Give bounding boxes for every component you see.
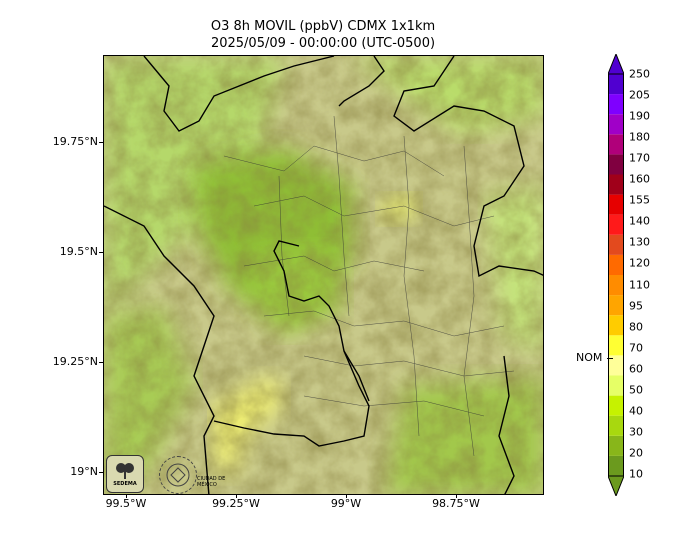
lon-tick: [126, 494, 127, 498]
lon-tick-label: 99°W: [330, 497, 362, 510]
lat-tick: [99, 252, 103, 253]
colorbar-tick-label: 160: [629, 172, 650, 186]
colorbar-segment: [608, 74, 624, 95]
map-title: O3 8h MOVIL (ppbV) CDMX 1x1km: [210, 19, 436, 34]
colorbar-tick-label: 110: [629, 278, 650, 292]
colorbar-segment: [608, 134, 624, 155]
colorbar-segment: [608, 114, 624, 135]
colorbar-tick-label: 130: [629, 235, 650, 249]
colorbar-tick-label: 30: [629, 425, 643, 439]
colorbar-segment: [608, 315, 624, 336]
lon-tick-label: 98.75°W: [432, 497, 480, 510]
colorbar-tick-label: 140: [629, 214, 650, 228]
colorbar-segment: [608, 395, 624, 416]
colorbar-frame: [608, 73, 624, 477]
colorbar-tick-label: 95: [629, 299, 643, 313]
colorbar-segment: [608, 295, 624, 316]
cdmx-logo-text: CIUDAD DE MÉXICO: [197, 476, 226, 488]
colorbar-tick-label: 80: [629, 320, 643, 334]
lon-tick-label: 99.25°W: [212, 497, 260, 510]
colorbar-segment: [608, 355, 624, 376]
colorbar-tick-label: 190: [629, 109, 650, 123]
map-subtitle: 2025/05/09 - 00:00:00 (UTC-0500): [210, 36, 436, 51]
lat-tick-label: 19.25°N: [52, 355, 98, 368]
tree-icon: [116, 463, 134, 479]
nom-tick: [607, 358, 613, 359]
colorbar-segment: [608, 154, 624, 175]
colorbar-tick-label: 70: [629, 341, 643, 355]
colorbar-segment: [608, 375, 624, 396]
colorbar: [608, 54, 624, 496]
terrain-shade: [104, 56, 543, 494]
colorbar-tick-label: 10: [629, 467, 643, 481]
lon-tick: [456, 494, 457, 498]
colorbar-tick-label: 205: [629, 88, 650, 102]
colorbar-min-extend: [608, 475, 624, 496]
seal-icon: [166, 463, 190, 487]
colorbar-tick-label: 20: [629, 446, 643, 460]
colorbar-segment: [608, 415, 624, 436]
colorbar-tick-label: 50: [629, 383, 643, 397]
colorbar-tick-label: 120: [629, 256, 650, 270]
lat-tick-label: 19.75°N: [52, 135, 98, 148]
colorbar-segment: [608, 194, 624, 215]
colorbar-tick-label: 170: [629, 151, 650, 165]
sedema-logo-text: SEDEMA: [113, 481, 137, 487]
lon-tick: [346, 494, 347, 498]
map-canvas: [104, 56, 543, 494]
colorbar-segment: [608, 435, 624, 456]
colorbar-segment: [608, 214, 624, 235]
colorbar-segment: [608, 455, 624, 476]
nom-label: NOM: [576, 351, 603, 364]
lat-tick-label: 19.5°N: [59, 245, 98, 258]
lat-tick: [99, 472, 103, 473]
lat-tick: [99, 142, 103, 143]
lat-tick-label: 19°N: [70, 465, 98, 478]
colorbar-segment: [608, 254, 624, 275]
colorbar-max-extend: [608, 54, 624, 75]
colorbar-tick-label: 180: [629, 130, 650, 144]
lat-tick: [99, 362, 103, 363]
cdmx-seal: [159, 456, 197, 494]
ozone-map: SEDEMA CIUDAD DE MÉXICO: [103, 55, 544, 495]
colorbar-tick-label: 155: [629, 193, 650, 207]
colorbar-segment: [608, 174, 624, 195]
lon-tick-label: 99.5°W: [105, 497, 147, 510]
state-borders: [104, 56, 543, 494]
sedema-logo: SEDEMA: [106, 455, 144, 493]
colorbar-segment: [608, 94, 624, 115]
colorbar-tick-label: 40: [629, 404, 643, 418]
colorbar-segment: [608, 234, 624, 255]
lon-tick: [236, 494, 237, 498]
municipal-borders: [223, 115, 515, 457]
colorbar-tick-label: 60: [629, 362, 643, 376]
colorbar-tick-label: 250: [629, 67, 650, 81]
colorbar-segment: [608, 275, 624, 296]
colorbar-segment: [608, 335, 624, 356]
